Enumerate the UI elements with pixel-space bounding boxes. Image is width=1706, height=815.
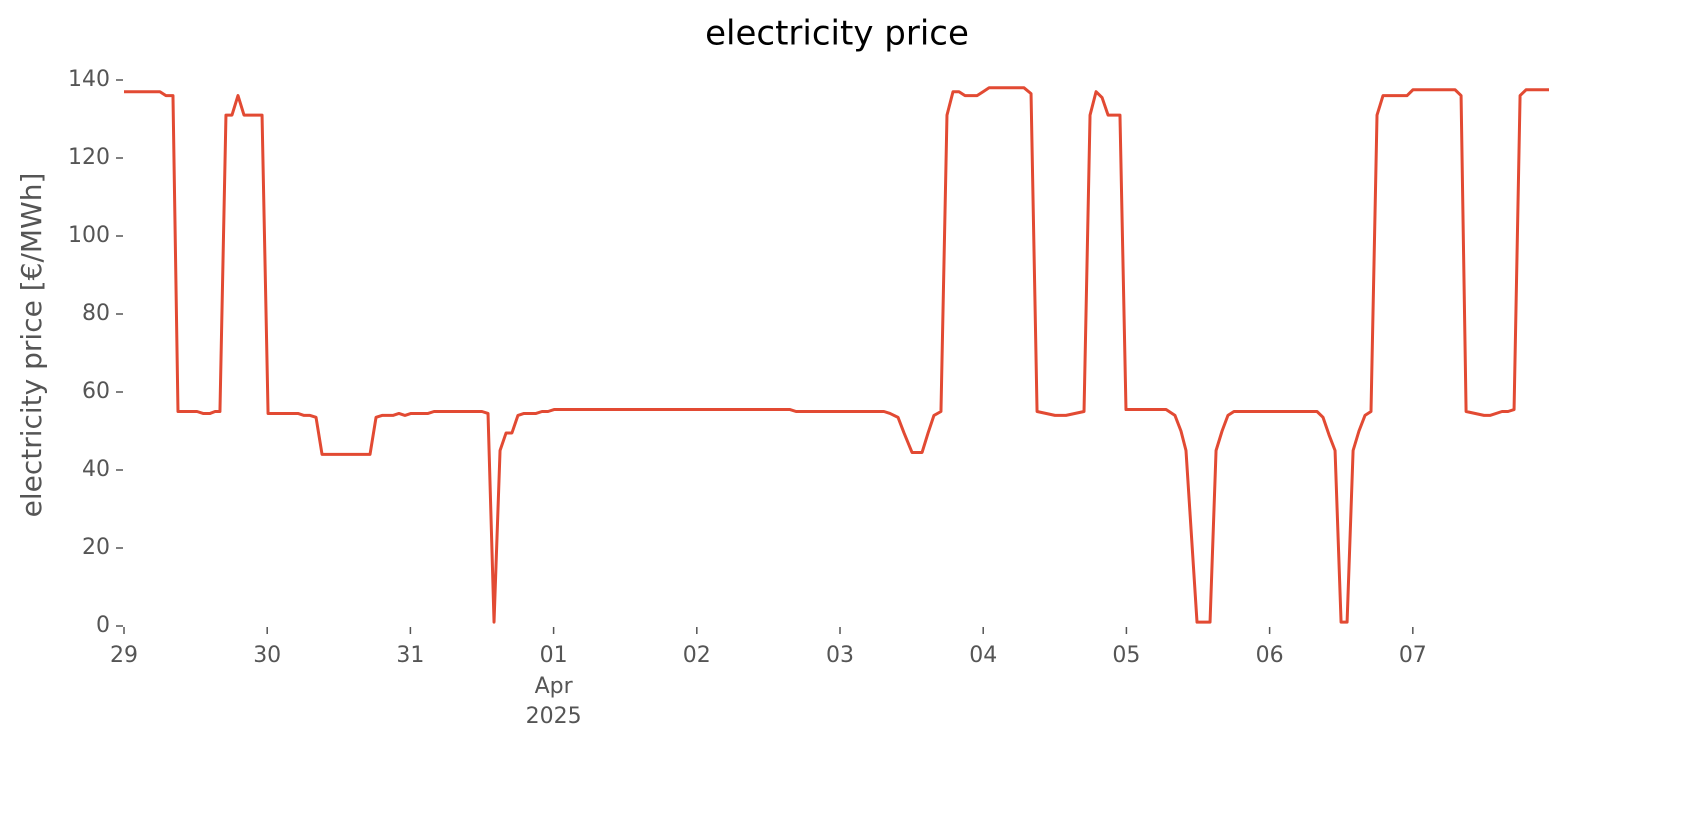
y-tick-label: 60 — [82, 379, 110, 404]
y-tick-label: 40 — [82, 457, 110, 482]
y-axis-label: electricity price [€/MWh] — [15, 173, 48, 518]
y-tick-label: 120 — [68, 145, 110, 170]
y-tick-label: 20 — [82, 535, 110, 560]
chart-title: electricity price — [705, 14, 969, 54]
x-tick-label: 29 — [110, 643, 138, 668]
y-tick-label: 100 — [68, 223, 110, 248]
y-tick-label: 0 — [96, 613, 110, 638]
x-tick-label: 03 — [826, 643, 854, 668]
x-tick-label: 06 — [1256, 643, 1284, 668]
x-tick-label: 05 — [1112, 643, 1140, 668]
x-tick-label: 07 — [1399, 643, 1427, 668]
x-month-label: Apr — [535, 674, 574, 699]
x-tick-label: 31 — [396, 643, 424, 668]
x-tick-label: 30 — [253, 643, 281, 668]
price-line — [124, 86, 1549, 624]
x-tick-label: 01 — [540, 643, 568, 668]
y-tick-label: 80 — [82, 301, 110, 326]
x-year-label: 2025 — [526, 704, 582, 729]
x-tick-label: 02 — [683, 643, 711, 668]
y-tick-label: 140 — [68, 67, 110, 92]
x-tick-label: 04 — [969, 643, 997, 668]
